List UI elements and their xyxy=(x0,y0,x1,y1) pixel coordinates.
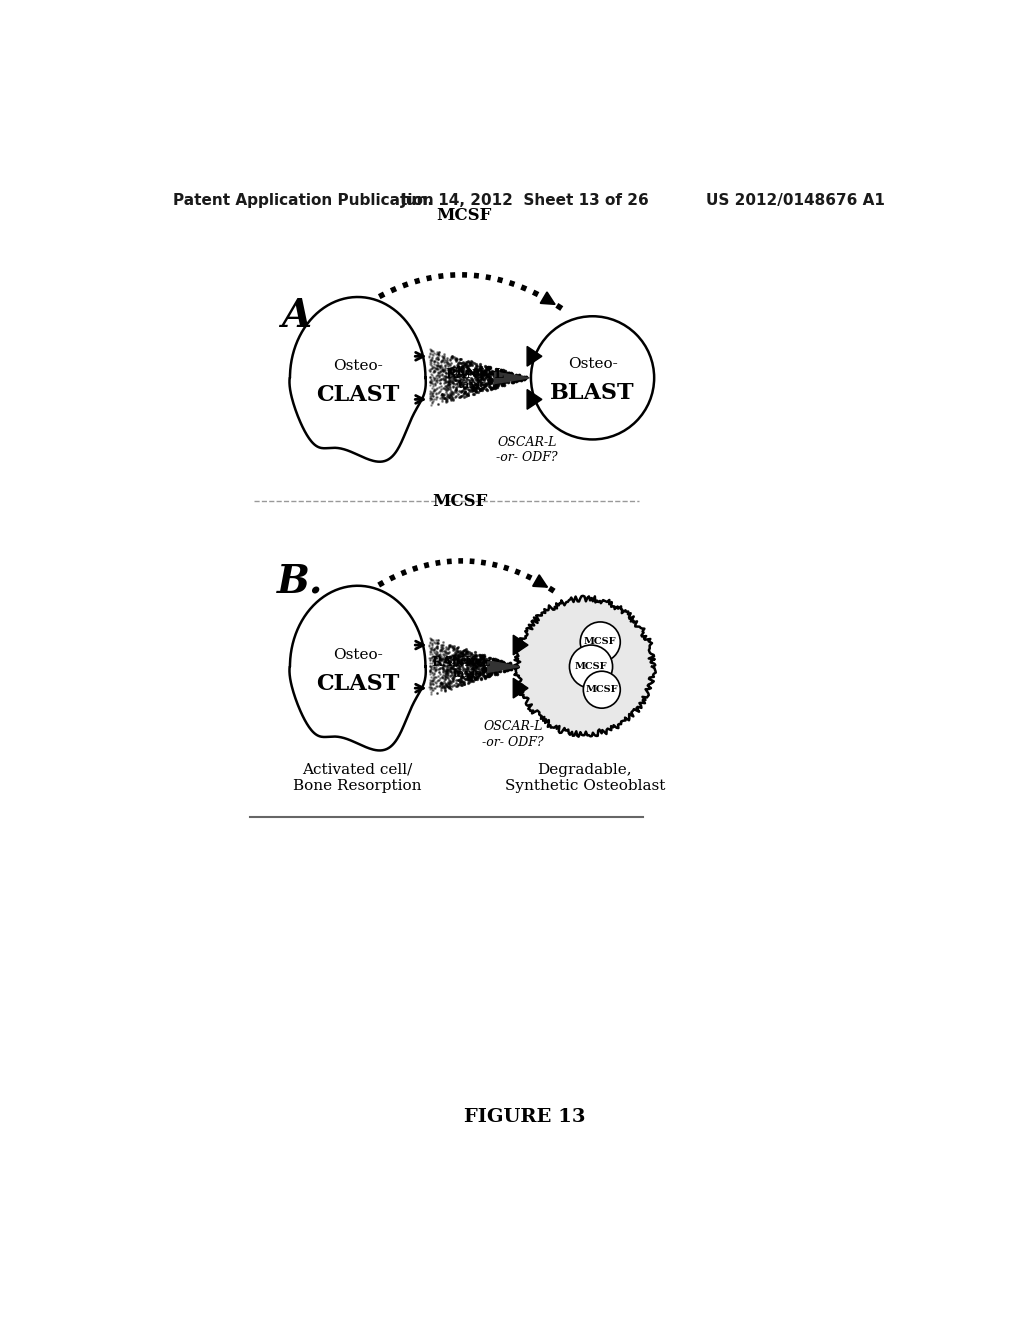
Polygon shape xyxy=(513,635,528,655)
Text: Activated cell/
Bone Resorption: Activated cell/ Bone Resorption xyxy=(294,763,422,793)
Polygon shape xyxy=(487,661,519,672)
Text: Jun. 14, 2012  Sheet 13 of 26: Jun. 14, 2012 Sheet 13 of 26 xyxy=(400,193,649,209)
Text: MCSF: MCSF xyxy=(432,494,487,511)
Circle shape xyxy=(531,317,654,440)
Text: Osteo-: Osteo- xyxy=(567,356,617,371)
Polygon shape xyxy=(513,678,528,698)
Text: Chemo-
taxis: Chemo- taxis xyxy=(443,655,492,678)
Text: CLAST: CLAST xyxy=(316,673,399,694)
Text: Osteo-: Osteo- xyxy=(333,359,383,374)
Text: FIGURE 13: FIGURE 13 xyxy=(464,1107,586,1126)
Text: MCSF: MCSF xyxy=(586,685,618,694)
Text: MCSF: MCSF xyxy=(436,207,492,224)
Circle shape xyxy=(581,622,621,663)
Text: Chemo-
taxis: Chemo- taxis xyxy=(449,366,497,389)
Polygon shape xyxy=(527,346,542,366)
Polygon shape xyxy=(290,297,426,462)
Polygon shape xyxy=(527,389,542,409)
Text: CLAST: CLAST xyxy=(316,384,399,405)
Polygon shape xyxy=(514,595,655,737)
Circle shape xyxy=(569,645,612,688)
Text: MCSF: MCSF xyxy=(574,663,607,671)
Text: Patent Application Publication: Patent Application Publication xyxy=(173,193,433,209)
Text: OSCAR-L
-or- ODF?: OSCAR-L -or- ODF? xyxy=(482,721,544,748)
Text: RANK-L: RANK-L xyxy=(445,367,504,380)
Text: Osteo-: Osteo- xyxy=(333,648,383,663)
Text: Degradable,
Synthetic Osteoblast: Degradable, Synthetic Osteoblast xyxy=(505,763,665,793)
Text: US 2012/0148676 A1: US 2012/0148676 A1 xyxy=(707,193,885,209)
Text: B.: B. xyxy=(276,562,324,601)
Text: RANK-L: RANK-L xyxy=(431,656,490,669)
Polygon shape xyxy=(495,372,529,384)
Text: BLAST: BLAST xyxy=(550,383,635,404)
Polygon shape xyxy=(290,586,426,751)
Text: A: A xyxy=(281,297,311,335)
Circle shape xyxy=(584,671,621,708)
Text: MCSF: MCSF xyxy=(584,638,616,647)
Text: OSCAR-L
-or- ODF?: OSCAR-L -or- ODF? xyxy=(497,436,558,463)
